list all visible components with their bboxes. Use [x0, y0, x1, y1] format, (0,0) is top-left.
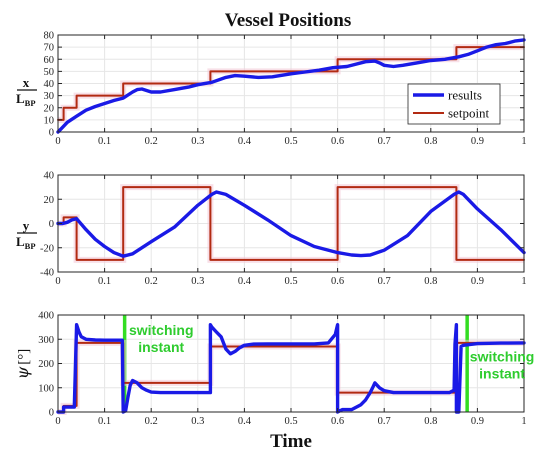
panel-psi-ylabel: ψ[°] — [13, 349, 32, 380]
panel-x-ylabel-numerator: x — [23, 75, 30, 90]
panel-y-ytick-label-2: 0 — [49, 219, 54, 230]
panel-y-xtick-label-6: 0.6 — [331, 276, 344, 287]
panel-y-xtick-label-2: 0.2 — [145, 276, 158, 287]
panel-y-xtick-label-10: 1 — [521, 276, 526, 287]
panel-psi-ytick-label-2: 200 — [38, 359, 54, 370]
panel-x-ytick-label-1: 10 — [44, 115, 55, 126]
panel-y-position: y LBP 0 0.1 0.2 0.3 0.4 0.5 0.6 0.7 0.8 0.9 1 -40 -2… — [16, 171, 527, 288]
panel-y-ylabel-denominator: LBP — [16, 234, 36, 251]
panel-x-ytick-label-4: 40 — [44, 79, 55, 90]
panel-x-ytick-label-7: 70 — [44, 43, 55, 54]
panel-x-xtick-label-9: 0.9 — [471, 136, 484, 147]
panel-y-xtick-label-8: 0.8 — [424, 276, 437, 287]
panel-x-ytick-label-6: 60 — [44, 55, 55, 66]
panel-x-series-results — [56, 38, 526, 134]
panel-psi-xtick-label-2: 0.2 — [145, 416, 158, 427]
panel-y-ytick-label-4: 40 — [44, 171, 55, 182]
panel-y-ytick-label-1: -20 — [40, 243, 54, 254]
panel-psi-xtick-label-3: 0.3 — [191, 416, 204, 427]
panel-x-ytick-label-8: 80 — [44, 31, 55, 42]
panel-y-ylabel-numerator: y — [23, 218, 30, 233]
panel-psi-series-results — [56, 323, 526, 414]
panel-x-xtick-label-1: 0.1 — [98, 136, 111, 147]
legend-label-setpoint: setpoint — [448, 106, 490, 121]
legend-label-results: results — [448, 88, 482, 103]
panel-psi-xtick-label-10: 1 — [521, 416, 526, 427]
panel-psi-ytick-label-0: 0 — [49, 408, 54, 419]
panel-y-ytick-label-0: -40 — [40, 268, 54, 279]
panel-x-xtick-label-6: 0.6 — [331, 136, 344, 147]
panel-psi-xtick-label-1: 0.1 — [98, 416, 111, 427]
panel-x-xtick-label-3: 0.3 — [191, 136, 204, 147]
panel-x-ytick-label-3: 30 — [44, 91, 55, 102]
panel-x-position: x LBP 0 0.1 0.2 0.3 0.4 0.5 0.6 0.7 0.8 0.9 101020… — [16, 31, 527, 148]
panel-psi-ytick-label-4: 400 — [38, 311, 54, 322]
panel-y-xtick-label-7: 0.7 — [378, 276, 391, 287]
panel-psi-annotation-1-line-1: instant — [479, 366, 525, 382]
panel-x-ytick-label-5: 50 — [44, 67, 55, 78]
panel-y-xtick-label-4: 0.4 — [238, 276, 252, 287]
panel-psi-xtick-label-7: 0.7 — [378, 416, 391, 427]
panel-x-xtick-label-8: 0.8 — [424, 136, 437, 147]
panel-x-xtick-label-7: 0.7 — [378, 136, 391, 147]
panel-psi-xtick-label-4: 0.4 — [238, 416, 252, 427]
panel-psi-xtick-label-0: 0 — [55, 416, 60, 427]
panel-x-ylabel-denominator: LBP — [16, 91, 36, 108]
panel-x-ytick-label-2: 20 — [44, 103, 55, 114]
panel-x-xtick-label-10: 1 — [521, 136, 526, 147]
panel-psi-annotation-0-line-0: switching — [129, 322, 194, 338]
panel-y-ytick-label-3: 20 — [44, 195, 55, 206]
panel-psi-ytick-label-3: 300 — [38, 335, 54, 346]
panel-x-xtick-label-4: 0.4 — [238, 136, 252, 147]
panel-y-xtick-label-9: 0.9 — [471, 276, 484, 287]
panel-y-xtick-label-0: 0 — [55, 276, 60, 287]
panel-psi-xtick-label-8: 0.8 — [424, 416, 437, 427]
panel-x-xtick-label-0: 0 — [55, 136, 60, 147]
panel-x-xtick-label-5: 0.5 — [284, 136, 297, 147]
panel-heading: ψ[°] 0 0.1 0.2 0.3 0.4 0.5 0.6 0.7 0.8 0.9 1 0 100 20… — [13, 311, 534, 428]
panel-y-xtick-label-1: 0.1 — [98, 276, 111, 287]
x-axis-label: Time — [270, 431, 312, 452]
legend-box — [407, 83, 501, 125]
panel-y-xtick-label-3: 0.3 — [191, 276, 204, 287]
panel-psi-annotation-1-line-0: switching — [470, 349, 535, 365]
panel-x-ytick-label-0: 0 — [49, 128, 54, 139]
panel-psi-ytick-label-1: 100 — [38, 383, 54, 394]
panel-y-series-results — [56, 190, 526, 258]
chart-title: Vessel Positions — [225, 10, 352, 31]
panel-psi-xtick-label-9: 0.9 — [471, 416, 484, 427]
panel-psi-xtick-label-6: 0.6 — [331, 416, 344, 427]
panel-y-xtick-label-5: 0.5 — [284, 276, 297, 287]
panel-psi-xtick-label-5: 0.5 — [284, 416, 297, 427]
panel-y-series-setpoint — [57, 186, 525, 261]
panel-x-xtick-label-2: 0.2 — [145, 136, 158, 147]
panel-psi-annotation-0-line-1: instant — [138, 339, 184, 355]
